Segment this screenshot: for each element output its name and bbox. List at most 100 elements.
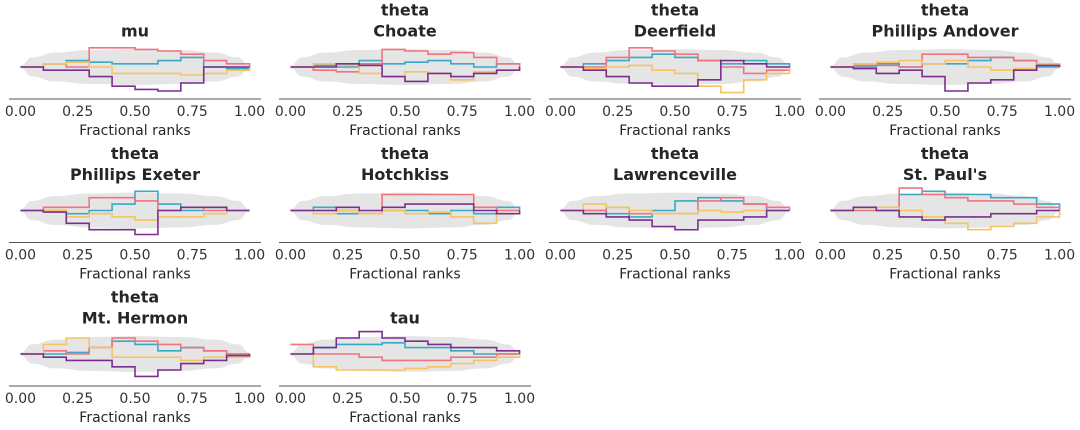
x-tick-label: 1.00 — [234, 391, 265, 407]
x-axis-label: Fractional ranks — [619, 267, 730, 283]
x-tick-label: 0.75 — [177, 391, 208, 407]
x-tick-label: 0.25 — [62, 391, 93, 407]
x-tick-label: 0.00 — [545, 248, 576, 264]
chain-line — [560, 64, 791, 94]
chain-line — [560, 47, 791, 75]
chain-line — [830, 206, 1060, 221]
x-tick-label: 0.50 — [929, 248, 960, 264]
subplot-title: Phillips Andover — [872, 22, 1019, 41]
x-tick-label: 0.25 — [332, 104, 363, 120]
x-axis-label: Fractional ranks — [349, 267, 460, 283]
chain-line — [560, 59, 790, 87]
x-tick-label: 0.75 — [717, 104, 748, 120]
chain-line — [830, 64, 1061, 92]
x-tick-label: 1.00 — [504, 104, 535, 120]
x-tick-label: 1.00 — [234, 248, 265, 264]
x-tick-label: 0.25 — [62, 248, 93, 264]
subplot-title: Choate — [373, 22, 437, 41]
x-tick-label: 1.00 — [234, 104, 265, 120]
envelope-lower — [560, 210, 790, 229]
x-axis-label: Fractional ranks — [349, 410, 460, 426]
x-axis-label: Fractional ranks — [889, 123, 1000, 139]
envelope-upper — [290, 192, 520, 211]
chain-line — [290, 330, 521, 355]
x-tick-label: 0.50 — [659, 248, 690, 264]
x-tick-label: 0.00 — [5, 248, 36, 264]
x-axis-label: Fractional ranks — [349, 123, 460, 139]
subplot-title: Phillips Exeter — [70, 165, 200, 184]
x-tick-label: 0.75 — [987, 248, 1018, 264]
chain-line — [830, 206, 1061, 231]
x-tick-label: 0.75 — [717, 248, 748, 264]
x-tick-label: 0.50 — [119, 391, 150, 407]
envelope-lower — [290, 354, 520, 372]
x-axis-label: Fractional ranks — [79, 410, 190, 426]
envelope-lower — [20, 354, 250, 372]
subplot-title: theta — [381, 1, 429, 20]
x-axis-label: Fractional ranks — [619, 123, 730, 139]
chain-line — [20, 66, 250, 92]
chain-line — [830, 59, 1061, 71]
x-tick-label: 0.00 — [5, 391, 36, 407]
x-axis-label: Fractional ranks — [889, 267, 1000, 283]
x-tick-label: 0.50 — [119, 248, 150, 264]
x-tick-label: 0.25 — [602, 104, 633, 120]
x-tick-label: 0.25 — [602, 248, 633, 264]
subplot-title: mu — [121, 22, 149, 41]
chain-line — [560, 203, 790, 215]
envelope-lower — [290, 210, 520, 229]
chain-line — [20, 61, 251, 76]
x-tick-label: 1.00 — [504, 391, 535, 407]
x-tick-label: 0.25 — [62, 104, 93, 120]
x-tick-label: 0.00 — [815, 104, 846, 120]
x-tick-label: 0.00 — [275, 104, 306, 120]
chain-line — [290, 343, 520, 362]
x-tick-label: 1.00 — [504, 248, 535, 264]
x-tick-label: 0.00 — [275, 391, 306, 407]
x-axis-label: Fractional ranks — [79, 123, 190, 139]
subplot-title: Hotchkiss — [361, 165, 449, 184]
x-tick-label: 0.50 — [389, 104, 420, 120]
x-tick-label: 1.00 — [1044, 248, 1075, 264]
chain-line — [290, 48, 521, 73]
x-tick-label: 0.75 — [177, 248, 208, 264]
x-tick-label: 0.75 — [987, 104, 1018, 120]
chain-line — [290, 209, 521, 225]
chain-line — [20, 337, 251, 362]
subplot-title: tau — [390, 309, 420, 328]
subplot-title: theta — [381, 144, 429, 163]
x-tick-label: 0.50 — [929, 104, 960, 120]
envelope-upper — [290, 49, 520, 67]
x-tick-label: 0.75 — [177, 104, 208, 120]
x-tick-label: 0.25 — [332, 391, 363, 407]
chain-line — [20, 353, 251, 378]
subplot-title: theta — [921, 144, 969, 163]
subplot-title: theta — [651, 1, 699, 20]
x-tick-label: 1.00 — [774, 104, 805, 120]
envelope-lower — [560, 67, 790, 85]
subplot-title: Lawrenceville — [613, 165, 737, 184]
chain-line — [20, 337, 250, 355]
x-tick-label: 0.25 — [872, 104, 903, 120]
subplot-title: St. Paul's — [903, 165, 987, 184]
x-tick-label: 1.00 — [774, 248, 805, 264]
envelope-lower — [20, 67, 250, 85]
x-axis-label: Fractional ranks — [79, 267, 190, 283]
x-tick-label: 1.00 — [1044, 104, 1075, 120]
subplot-title: Deerfield — [634, 22, 717, 41]
subplot-title: theta — [651, 144, 699, 163]
x-tick-label: 0.75 — [447, 104, 478, 120]
x-tick-label: 0.25 — [872, 248, 903, 264]
x-tick-label: 0.50 — [389, 391, 420, 407]
subplot-title: Mt. Hermon — [82, 309, 188, 328]
x-tick-label: 0.00 — [5, 104, 36, 120]
chain-line — [20, 206, 250, 236]
subplot-title: theta — [111, 288, 159, 307]
x-tick-label: 0.75 — [447, 391, 478, 407]
chain-line — [20, 196, 250, 212]
chain-line — [290, 63, 521, 83]
chain-line — [290, 353, 521, 371]
x-tick-label: 0.00 — [815, 248, 846, 264]
x-tick-label: 0.50 — [119, 104, 150, 120]
